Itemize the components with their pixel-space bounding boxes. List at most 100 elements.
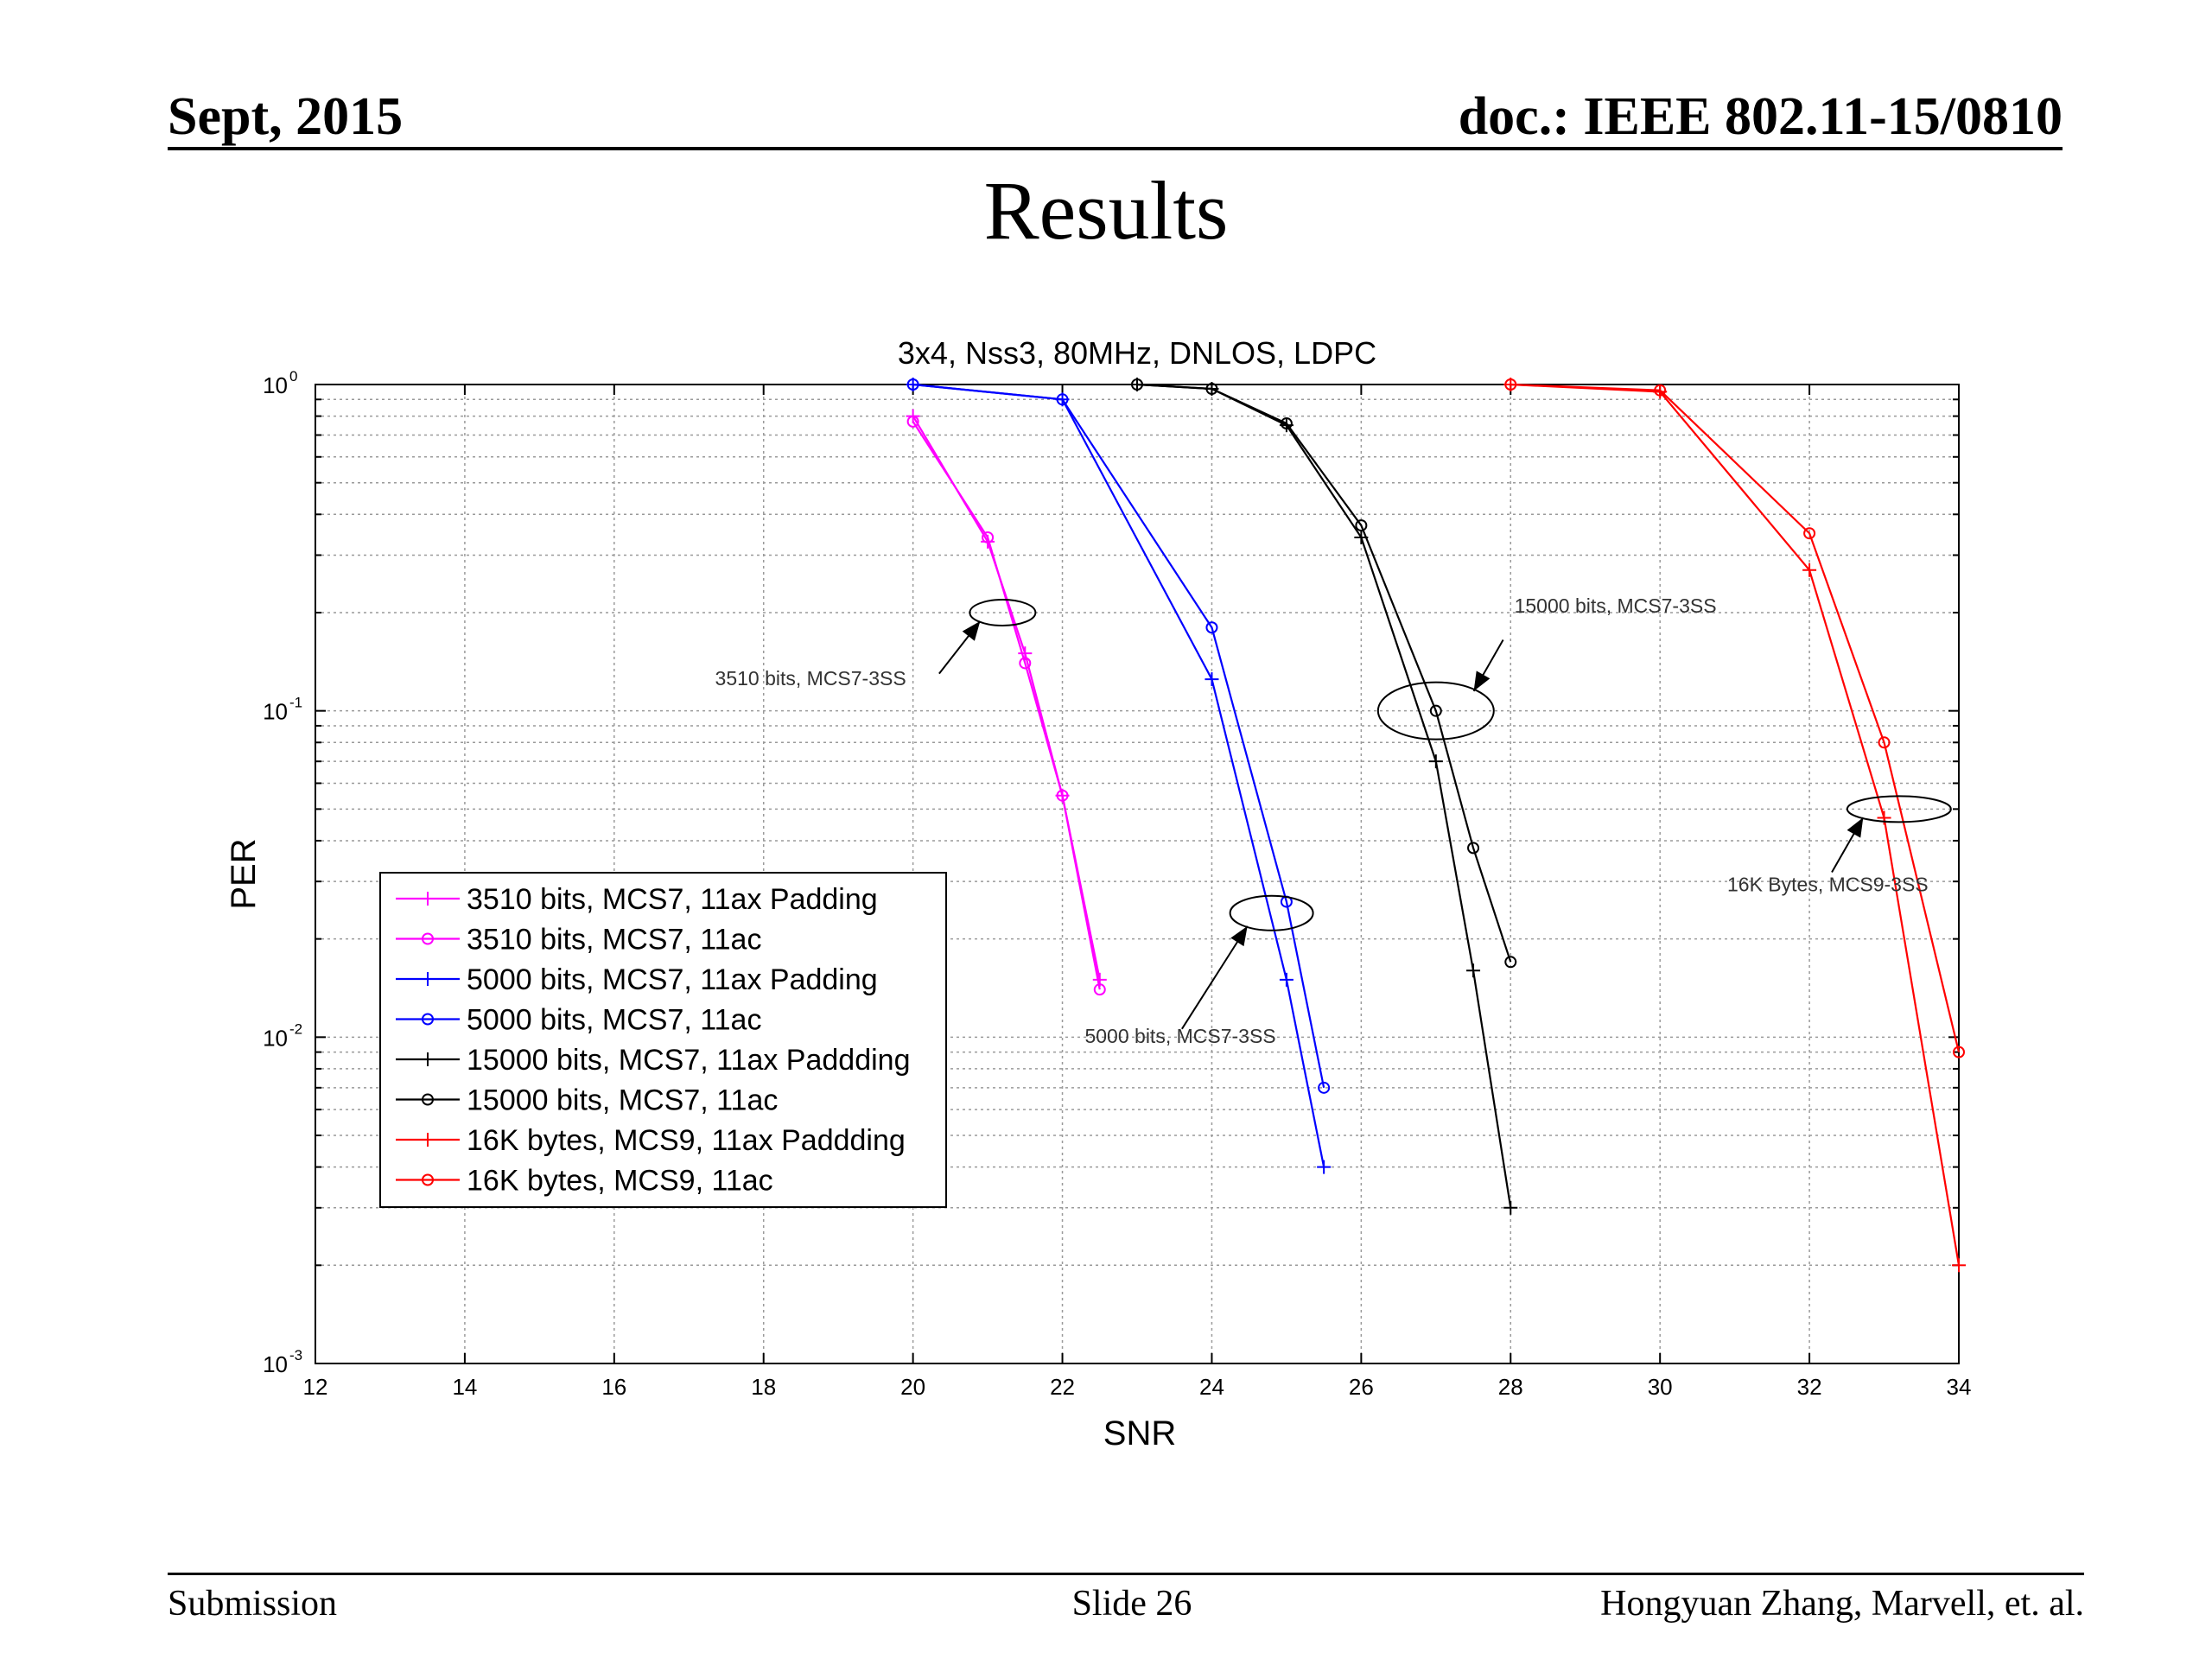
- legend-marker: [421, 972, 435, 986]
- y-tick-exponent: -3: [289, 1347, 302, 1363]
- data-point: [906, 378, 919, 391]
- data-point: [1280, 417, 1293, 430]
- y-tick-label: 10: [263, 699, 288, 725]
- legend-marker: [421, 1133, 435, 1147]
- slide-title: Results: [983, 164, 1229, 257]
- legend-marker: [422, 1013, 434, 1026]
- data-point: [1504, 378, 1517, 391]
- annotation-ellipse: [1846, 795, 1952, 823]
- legend-entry-8: 16K bytes, MCS9, 11ac: [396, 1165, 773, 1198]
- x-tick-label: 16: [601, 1374, 626, 1400]
- data-point: [1056, 393, 1069, 406]
- data-point: [1504, 956, 1517, 969]
- legend-marker: [421, 892, 435, 906]
- x-tick-label: 24: [1199, 1374, 1224, 1400]
- chart-annotations: 3510 bits, MCS7-3SS 5000 bits, MCS7-3SS 15…: [715, 594, 1952, 1047]
- chart-series: [906, 378, 1966, 1273]
- series-2: [906, 415, 1106, 996]
- annotation-label: 5000 bits, MCS7-3SS: [1084, 1025, 1275, 1047]
- x-tick-label: 34: [1947, 1374, 1972, 1400]
- annotation-2: 5000 bits, MCS7-3SS: [1084, 894, 1314, 1047]
- data-point: [1466, 963, 1481, 978]
- footer-authors: Hongyuan Zhang, Marvell, et. al.: [1600, 1584, 2084, 1624]
- data-point: [1355, 519, 1368, 532]
- footer-slide-number: Slide 26: [1071, 1584, 1192, 1624]
- legend-label: 16K bytes, MCS9, 11ac: [467, 1165, 773, 1198]
- data-point: [1878, 736, 1891, 749]
- x-tick-label: 20: [900, 1374, 925, 1400]
- data-point: [1205, 382, 1218, 395]
- data-point: [1429, 704, 1442, 717]
- legend-marker: [422, 1093, 434, 1106]
- data-point: [1428, 754, 1443, 769]
- annotation-arrow-head: [1230, 925, 1248, 947]
- legend-label: 3510 bits, MCS7, 11ac: [467, 924, 761, 957]
- x-tick-label: 26: [1349, 1374, 1374, 1400]
- annotation-arrow-head: [962, 620, 981, 641]
- data-point: [1056, 789, 1069, 802]
- data-point: [1318, 1081, 1331, 1094]
- annotation-label: 15000 bits, MCS7-3SS: [1515, 594, 1717, 617]
- data-point: [1131, 378, 1143, 391]
- x-tick-label: 22: [1050, 1374, 1075, 1400]
- legend-label: 16K bytes, MCS9, 11ax Paddding: [467, 1124, 906, 1157]
- y-tick-label: 10: [263, 372, 288, 398]
- legend-entry-3: 5000 bits, MCS7, 11ax Padding: [396, 963, 878, 996]
- legend-entry-6: 15000 bits, MCS7, 11ac: [396, 1084, 778, 1117]
- chart-legend: 3510 bits, MCS7, 11ax Padding 3510 bits, …: [379, 872, 947, 1208]
- annotation-label: 3510 bits, MCS7-3SS: [715, 667, 906, 690]
- legend-entry-2: 3510 bits, MCS7, 11ac: [396, 924, 761, 957]
- legend-entry-5: 15000 bits, MCS7, 11ax Paddding: [396, 1044, 911, 1077]
- data-point: [982, 531, 995, 543]
- annotation-4: 16K Bytes, MCS9-3SS: [1727, 795, 1952, 895]
- series-line: [912, 421, 1101, 990]
- y-tick-label: 10: [263, 1351, 288, 1377]
- annotation-arrow-head: [1847, 817, 1864, 838]
- header-doc-id: doc.: IEEE 802.11-15/0810: [1458, 87, 2063, 146]
- chart-title: 3x4, Nss3, 80MHz, DNLOS, LDPC: [898, 335, 1376, 371]
- legend-entry-4: 5000 bits, MCS7, 11ac: [396, 1004, 761, 1037]
- series-8: [1504, 378, 1965, 1058]
- annotation-label: 16K Bytes, MCS9-3SS: [1727, 873, 1929, 895]
- legend-marker: [422, 932, 434, 945]
- data-point: [1317, 1160, 1332, 1174]
- x-tick-label: 12: [303, 1374, 328, 1400]
- annotation-3: 15000 bits, MCS7-3SS: [1376, 594, 1717, 741]
- data-point: [1877, 810, 1891, 825]
- data-point: [1279, 972, 1294, 987]
- series-4: [906, 378, 1331, 1094]
- data-point: [1503, 1200, 1518, 1215]
- data-point: [906, 415, 919, 428]
- legend-entry-7: 16K bytes, MCS9, 11ax Paddding: [396, 1124, 906, 1157]
- footer-submission: Submission: [168, 1584, 338, 1624]
- series-line: [912, 383, 1325, 1089]
- series-line: [1510, 383, 1961, 1052]
- header-date: Sept, 2015: [168, 87, 404, 146]
- annotation-1: 3510 bits, MCS7-3SS: [715, 598, 1037, 690]
- legend-label: 5000 bits, MCS7, 11ax Padding: [467, 963, 878, 996]
- y-axis-label: PER: [225, 838, 263, 909]
- annotation-ellipse: [1229, 894, 1314, 931]
- legend-label: 15000 bits, MCS7, 11ac: [467, 1084, 778, 1117]
- data-point: [1952, 1258, 1966, 1273]
- footer-rule: [168, 1573, 2084, 1575]
- data-point: [1803, 527, 1816, 540]
- annotation-ellipse: [1376, 681, 1495, 741]
- legend-box: [379, 872, 947, 1208]
- y-tick-exponent: 0: [289, 368, 297, 385]
- data-point: [1654, 384, 1667, 397]
- data-point: [1019, 657, 1032, 670]
- x-tick-label: 14: [452, 1374, 477, 1400]
- legend-marker: [421, 1052, 435, 1066]
- series-line: [1136, 383, 1512, 963]
- legend-marker: [422, 1173, 434, 1186]
- data-point: [1205, 672, 1219, 687]
- legend-entry-1: 3510 bits, MCS7, 11ax Padding: [396, 883, 878, 916]
- data-point: [1205, 621, 1218, 634]
- legend-label: 3510 bits, MCS7, 11ax Padding: [467, 883, 878, 916]
- series-6: [1131, 378, 1517, 969]
- data-point: [1953, 1046, 1965, 1058]
- data-point: [1093, 983, 1106, 996]
- legend-label: 5000 bits, MCS7, 11ac: [467, 1004, 761, 1037]
- data-point: [1467, 842, 1480, 855]
